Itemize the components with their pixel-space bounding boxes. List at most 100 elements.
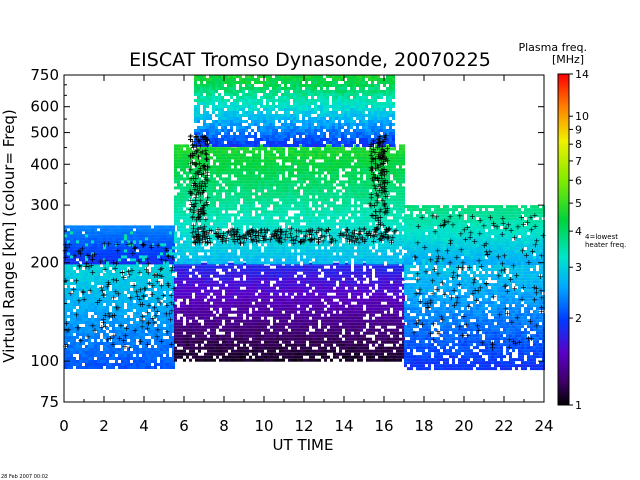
echo-cell xyxy=(100,246,103,250)
echo-cell xyxy=(204,352,207,356)
echo-cell xyxy=(264,274,267,278)
echo-cell xyxy=(201,316,204,320)
echo-cell xyxy=(246,156,249,160)
echo-cell xyxy=(189,252,192,256)
echo-cell xyxy=(300,265,303,269)
echo-cell xyxy=(336,274,339,278)
echo-cell xyxy=(219,319,222,323)
echo-cell xyxy=(64,267,67,270)
echo-cell xyxy=(303,319,306,323)
echo-cell xyxy=(127,282,130,285)
echo-cell xyxy=(303,334,306,338)
echo-cell xyxy=(264,298,267,302)
echo-cell xyxy=(228,183,231,187)
echo-cell xyxy=(133,288,136,291)
echo-cell xyxy=(372,343,375,347)
echo-cell xyxy=(291,277,294,281)
echo-cell xyxy=(139,309,142,312)
echo-cell xyxy=(70,306,73,309)
echo-cell xyxy=(160,339,163,342)
echo-cell xyxy=(234,180,237,184)
echo-cell xyxy=(318,298,321,302)
echo-cell xyxy=(249,180,252,184)
echo-cell xyxy=(183,258,186,262)
echo-cell xyxy=(139,231,142,235)
echo-cell xyxy=(348,316,351,320)
echo-cell xyxy=(255,325,258,329)
echo-cell xyxy=(91,243,94,247)
echo-cell xyxy=(306,274,309,278)
echo-cell xyxy=(183,228,186,232)
echo-cell xyxy=(64,330,67,333)
echo-cell xyxy=(300,298,303,302)
echo-cell xyxy=(288,343,291,347)
echo-cell xyxy=(354,328,357,332)
echo-cell xyxy=(330,304,333,308)
echo-cell xyxy=(273,325,276,329)
echo-cell xyxy=(237,304,240,308)
echo-cell xyxy=(297,334,300,338)
echo-cell xyxy=(237,274,240,278)
echo-cell xyxy=(121,285,124,288)
echo-cell xyxy=(148,360,151,363)
echo-cell xyxy=(192,349,195,353)
echo-cell xyxy=(246,331,249,335)
echo-cell xyxy=(264,337,267,341)
echo-cell xyxy=(279,283,282,287)
echo-cell xyxy=(195,298,198,302)
echo-cell xyxy=(339,325,342,329)
echo-cell xyxy=(288,331,291,335)
echo-cell xyxy=(100,288,103,291)
echo-cell xyxy=(91,261,94,265)
echo-cell xyxy=(142,279,145,282)
echo-cell xyxy=(285,349,288,353)
echo-cell xyxy=(148,282,151,285)
echo-cell xyxy=(64,363,67,366)
echo-cell xyxy=(106,228,109,232)
echo-cell xyxy=(177,258,180,262)
echo-cell xyxy=(121,237,124,241)
echo-cell xyxy=(192,277,195,281)
echo-cell xyxy=(130,276,133,279)
echo-cell xyxy=(121,366,124,369)
echo-cell xyxy=(264,310,267,314)
echo-cell xyxy=(360,286,363,290)
echo-cell xyxy=(204,334,207,338)
echo-cell xyxy=(204,325,207,329)
echo-cell xyxy=(387,274,390,278)
echo-cell xyxy=(174,352,177,356)
echo-cell xyxy=(279,271,282,275)
echo-cell xyxy=(234,328,237,332)
echo-cell xyxy=(186,331,189,335)
echo-cell xyxy=(216,325,219,329)
echo-cell xyxy=(183,352,186,356)
echo-cell xyxy=(345,292,348,296)
echo-cell xyxy=(375,319,378,323)
echo-cell xyxy=(207,337,210,341)
echo-cell xyxy=(192,337,195,341)
echo-cell xyxy=(330,325,333,329)
echo-cell xyxy=(366,304,369,308)
echo-cell xyxy=(294,265,297,269)
echo-cell xyxy=(121,351,124,354)
echo-cell xyxy=(252,159,255,163)
echo-cell xyxy=(163,231,166,235)
echo-cell xyxy=(231,349,234,353)
echo-cell xyxy=(195,304,198,308)
echo-cell xyxy=(231,183,234,187)
echo-cell xyxy=(219,159,222,163)
echo-cell xyxy=(189,295,192,299)
echo-cell xyxy=(67,252,70,255)
echo-cell xyxy=(180,283,183,287)
echo-cell xyxy=(82,225,85,229)
echo-cell xyxy=(103,243,106,246)
echo-cell xyxy=(366,328,369,332)
echo-cell xyxy=(261,265,264,269)
echo-cell xyxy=(315,358,318,362)
echo-cell xyxy=(249,162,252,166)
echo-cell xyxy=(342,295,345,299)
echo-cell xyxy=(76,243,79,247)
echo-cell xyxy=(189,304,192,308)
echo-cell xyxy=(133,348,136,351)
echo-cell xyxy=(91,285,94,288)
